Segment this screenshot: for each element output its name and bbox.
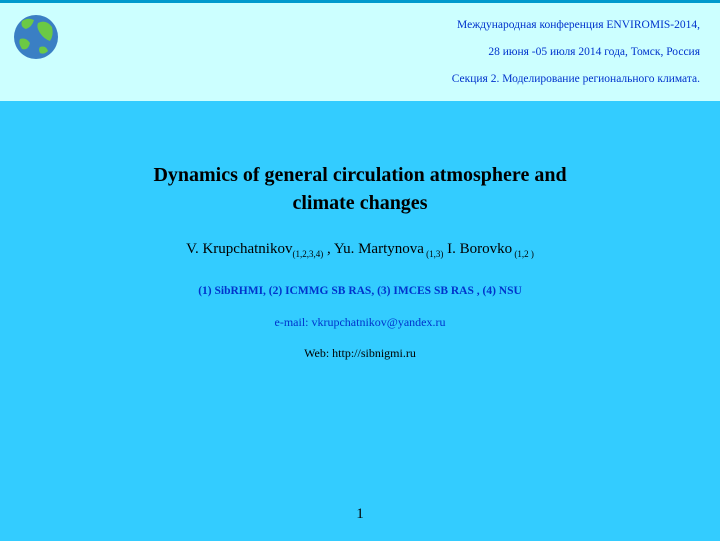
author-1-affil: (1,2,3,4)	[292, 249, 323, 259]
author-1: V. Krupchatnikov	[186, 241, 292, 257]
conference-dates: 28 июня -05 июля 2014 года, Томск, Росси…	[20, 44, 700, 60]
conference-section: Секция 2. Моделирование регионального кл…	[20, 71, 700, 87]
main-content: Dynamics of general circulation atmosphe…	[0, 101, 720, 361]
author-sep-1: ,	[323, 241, 334, 257]
header-band: Международная конференция ENVIROMIS-2014…	[0, 3, 720, 101]
contact-web: Web: http://sibnigmi.ru	[0, 346, 720, 361]
author-2: Yu. Martynova	[334, 241, 424, 257]
slide-title: Dynamics of general circulation atmosphe…	[0, 161, 720, 217]
author-3: I. Borovko	[447, 241, 512, 257]
header-text-block: Международная конференция ENVIROMIS-2014…	[20, 17, 700, 87]
contact-email: e-mail: vkrupchatnikov@yandex.ru	[0, 315, 720, 330]
title-line-2: climate changes	[293, 192, 428, 214]
affiliations: (1) SibRHMI, (2) ICMMG SB RAS, (3) IMCES…	[0, 285, 720, 297]
title-line-1: Dynamics of general circulation atmosphe…	[153, 164, 566, 186]
author-2-affil: (1,3)	[424, 249, 444, 259]
page-number: 1	[356, 506, 364, 523]
author-list: V. Krupchatnikov(1,2,3,4) , Yu. Martynov…	[0, 241, 720, 259]
earth-globe-icon	[12, 13, 60, 61]
presentation-slide: Международная конференция ENVIROMIS-2014…	[0, 0, 720, 541]
conference-name: Международная конференция ENVIROMIS-2014…	[20, 17, 700, 33]
author-3-affil: (1,2 )	[512, 249, 534, 259]
